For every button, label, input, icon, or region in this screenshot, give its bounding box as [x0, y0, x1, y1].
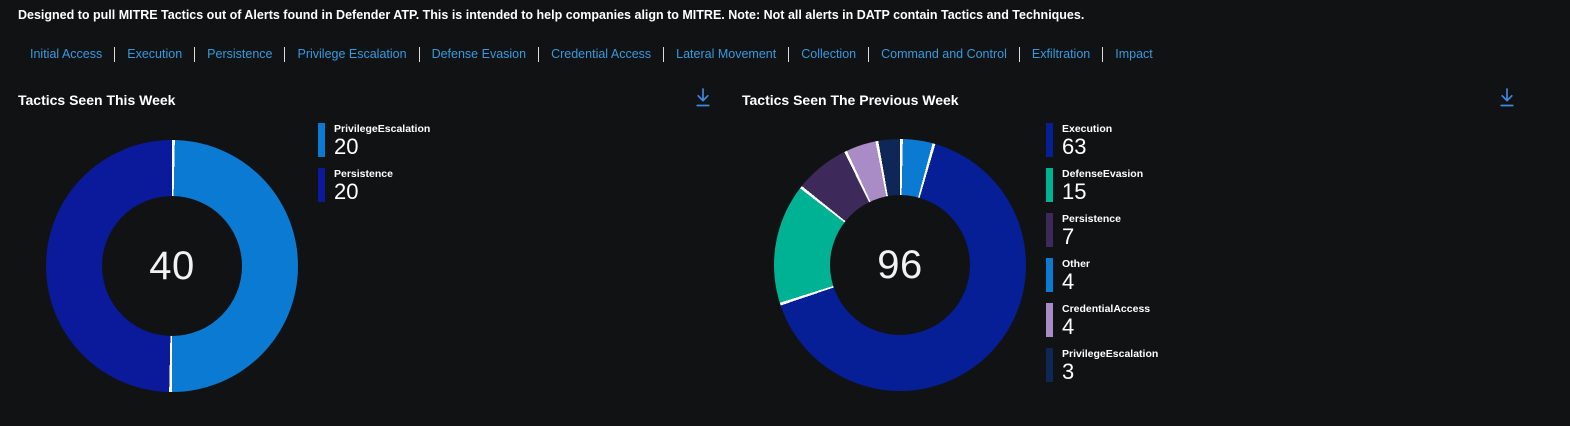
legend-item[interactable]: PrivilegeEscalation 20	[318, 123, 430, 158]
legend-item[interactable]: Persistence 20	[318, 168, 430, 203]
export-chart-button[interactable]	[1497, 87, 1517, 111]
nav-separator	[663, 46, 665, 62]
nav-separator	[868, 46, 870, 62]
nav-link-credential-access[interactable]: Credential Access	[551, 47, 652, 61]
donut-total: 40	[149, 243, 195, 288]
legend-swatch	[318, 123, 325, 157]
legend-item[interactable]: Other 4	[1046, 258, 1158, 293]
legend-label: DefenseEvasion	[1062, 168, 1144, 180]
legend-value: 3	[1062, 359, 1075, 384]
legend-label: Persistence	[334, 168, 393, 180]
legend-swatch	[318, 168, 325, 202]
nav-link-collection[interactable]: Collection	[801, 47, 857, 61]
legend-swatch	[1046, 258, 1053, 292]
donut-total: 96	[877, 242, 923, 287]
nav-link-initial-access[interactable]: Initial Access	[30, 47, 103, 61]
nav-separator	[114, 46, 116, 62]
nav-link-privilege-escalation[interactable]: Privilege Escalation	[297, 47, 407, 61]
nav-separator	[538, 46, 540, 62]
chart-panel-this-week: Tactics Seen This Week 40 PrivilegeEscal…	[0, 84, 735, 426]
nav-link-exfiltration[interactable]: Exfiltration	[1031, 47, 1091, 61]
chart-title-previous-week: Tactics Seen The Previous Week	[742, 92, 959, 108]
nav-link-command-and-control[interactable]: Command and Control	[881, 47, 1007, 61]
nav-separator	[284, 46, 286, 62]
legend-value: 4	[1062, 314, 1075, 339]
nav-link-defense-evasion[interactable]: Defense Evasion	[431, 47, 527, 61]
nav-link-persistence[interactable]: Persistence	[207, 47, 273, 61]
legend-item[interactable]: PrivilegeEscalation 3	[1046, 348, 1158, 383]
download-icon	[696, 88, 710, 107]
legend-item[interactable]: CredentialAccess 4	[1046, 303, 1158, 338]
legend-item[interactable]: DefenseEvasion 15	[1046, 168, 1158, 203]
legend-label: CredentialAccess	[1062, 303, 1151, 315]
download-icon	[1500, 88, 1514, 107]
legend-label: PrivilegeEscalation	[1062, 348, 1159, 360]
chart-title-this-week: Tactics Seen This Week	[18, 92, 176, 108]
legend-value: 63	[1062, 134, 1087, 159]
legend-label: Execution	[1062, 123, 1113, 135]
legend-value: 20	[334, 179, 359, 204]
donut-center: 40	[102, 196, 242, 336]
legend-label: Persistence	[1062, 213, 1121, 225]
nav-separator	[1018, 46, 1020, 62]
chart-legend-this-week: PrivilegeEscalation 20 Persistence 20	[318, 123, 430, 213]
legend-item[interactable]: Execution 63	[1046, 123, 1158, 158]
chart-panel-previous-week: Tactics Seen The Previous Week 96 Execut…	[724, 84, 1570, 426]
legend-value: 4	[1062, 269, 1075, 294]
legend-value: 15	[1062, 179, 1087, 204]
donut-center: 96	[830, 195, 970, 335]
nav-separator	[788, 46, 790, 62]
donut-chart-previous-week[interactable]: 96	[774, 139, 1026, 391]
export-chart-button[interactable]	[693, 87, 713, 111]
nav-separator	[1102, 46, 1104, 62]
nav-separator	[194, 46, 196, 62]
legend-label: PrivilegeEscalation	[334, 123, 431, 135]
dashboard-description: Designed to pull MITRE Tactics out of Al…	[18, 8, 1085, 22]
donut-chart-this-week[interactable]: 40	[46, 140, 298, 392]
nav-link-impact[interactable]: Impact	[1115, 47, 1153, 61]
nav-link-lateral-movement[interactable]: Lateral Movement	[676, 47, 777, 61]
legend-swatch	[1046, 303, 1053, 337]
nav-link-execution[interactable]: Execution	[127, 47, 183, 61]
legend-value: 20	[334, 134, 359, 159]
legend-swatch	[1046, 123, 1053, 157]
legend-label: Other	[1062, 258, 1091, 270]
chart-legend-previous-week: Execution 63 DefenseEvasion 15 Persisten…	[1046, 123, 1158, 393]
legend-value: 7	[1062, 224, 1075, 249]
legend-item[interactable]: Persistence 7	[1046, 213, 1158, 248]
legend-swatch	[1046, 348, 1053, 382]
tactics-nav: Initial Access Execution Persistence Privil…	[30, 44, 1153, 64]
nav-separator	[418, 46, 420, 62]
legend-swatch	[1046, 168, 1053, 202]
legend-swatch	[1046, 213, 1053, 247]
